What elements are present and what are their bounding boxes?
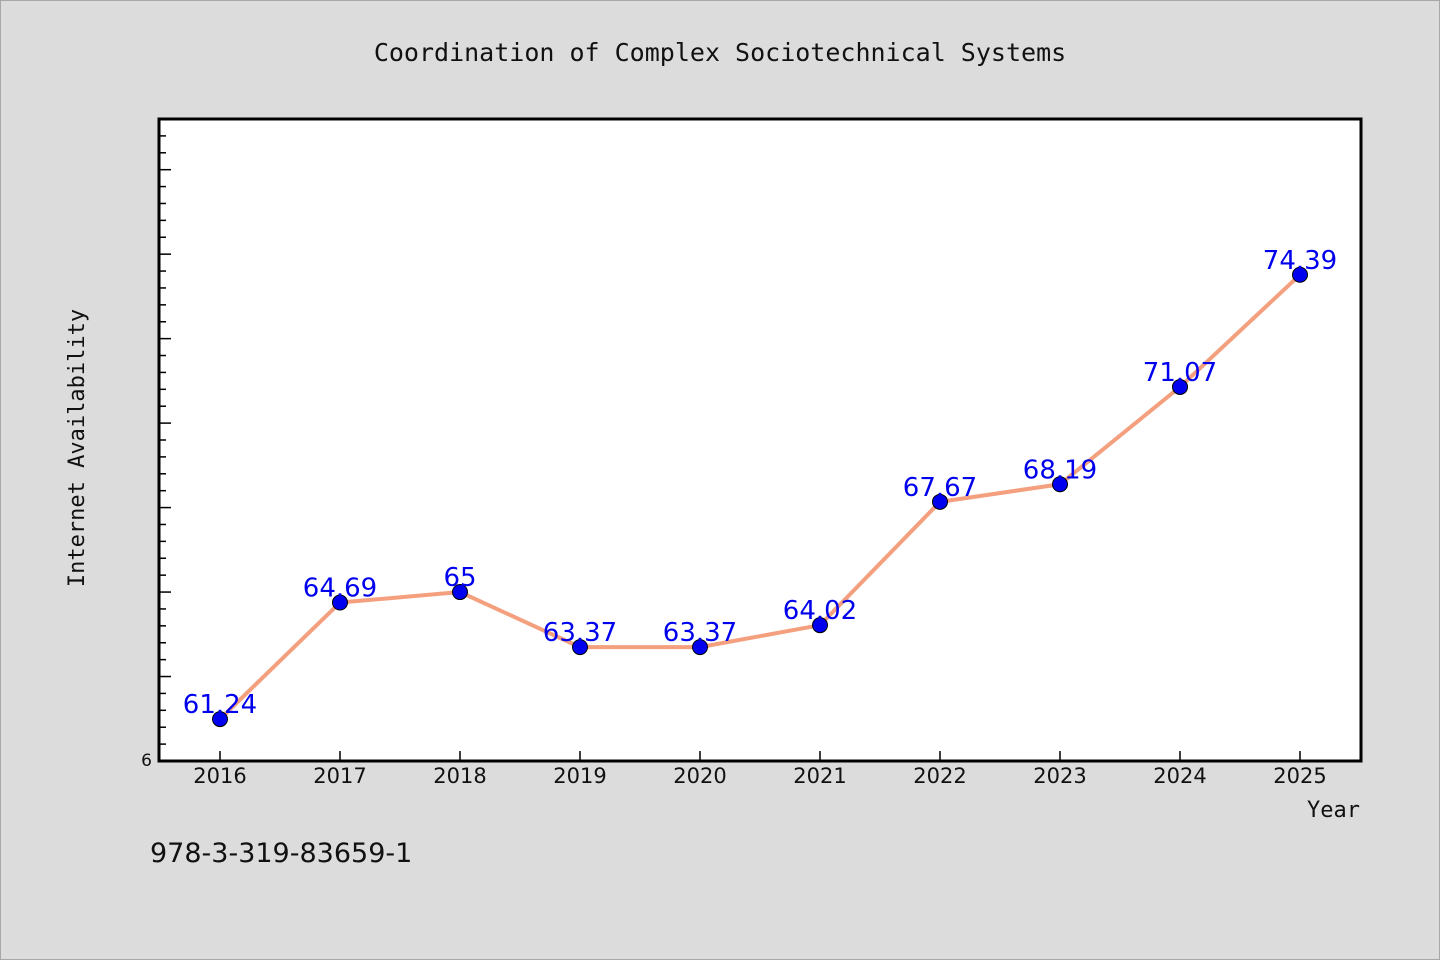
data-label: 61.24 xyxy=(183,690,257,720)
data-point xyxy=(812,617,828,634)
data-label: 68.19 xyxy=(1023,455,1097,485)
data-label: 65 xyxy=(443,563,476,593)
chart-title: Coordination of Complex Sociotechnical S… xyxy=(374,38,1066,67)
x-tick-label: 2022 xyxy=(913,764,966,788)
data-point xyxy=(692,639,708,656)
data-label: 64.02 xyxy=(783,596,857,626)
data-label: 63.37 xyxy=(543,618,617,648)
x-tick-label: 2016 xyxy=(193,764,246,788)
x-tick-label: 2024 xyxy=(1153,764,1206,788)
x-tick-label: 2020 xyxy=(673,764,726,788)
series-line xyxy=(218,273,1302,721)
x-tick-label: 2025 xyxy=(1273,764,1326,788)
data-label: 71.07 xyxy=(1143,358,1217,388)
data-point xyxy=(332,594,348,611)
plot-area xyxy=(157,117,1363,763)
data-labels: 61.24 64.69 65 63.37 63.37 64.02 67.67 68.19 71.… xyxy=(183,246,1337,720)
x-axis-label: Year xyxy=(1307,798,1360,823)
data-markers xyxy=(212,266,1308,728)
y-axis-label: Internet Availability xyxy=(65,309,90,587)
data-point xyxy=(452,584,468,601)
y-axis-ticks xyxy=(159,118,171,762)
data-point xyxy=(932,493,948,510)
data-point xyxy=(1292,266,1308,283)
data-label: 64.69 xyxy=(303,574,377,604)
x-axis-ticks xyxy=(219,751,1301,761)
y-tick-label: 6 xyxy=(141,751,152,771)
data-point xyxy=(1172,378,1188,395)
data-point xyxy=(1052,476,1068,493)
data-point xyxy=(212,711,228,728)
data-label: 63.37 xyxy=(663,618,737,648)
footnote-isbn: 978-3-319-83659-1 xyxy=(150,838,412,869)
x-tick-label: 2017 xyxy=(313,764,366,788)
data-label: 67.67 xyxy=(903,473,977,503)
data-point xyxy=(572,639,588,656)
x-tick-label: 2018 xyxy=(433,764,486,788)
x-tick-labels: 2016 2017 2018 2019 2020 2021 2022 2023 2024 2025 xyxy=(193,764,1326,788)
x-tick-label: 2019 xyxy=(553,764,606,788)
x-tick-label: 2021 xyxy=(793,764,846,788)
data-label: 74.39 xyxy=(1263,246,1337,276)
x-tick-label: 2023 xyxy=(1033,764,1086,788)
